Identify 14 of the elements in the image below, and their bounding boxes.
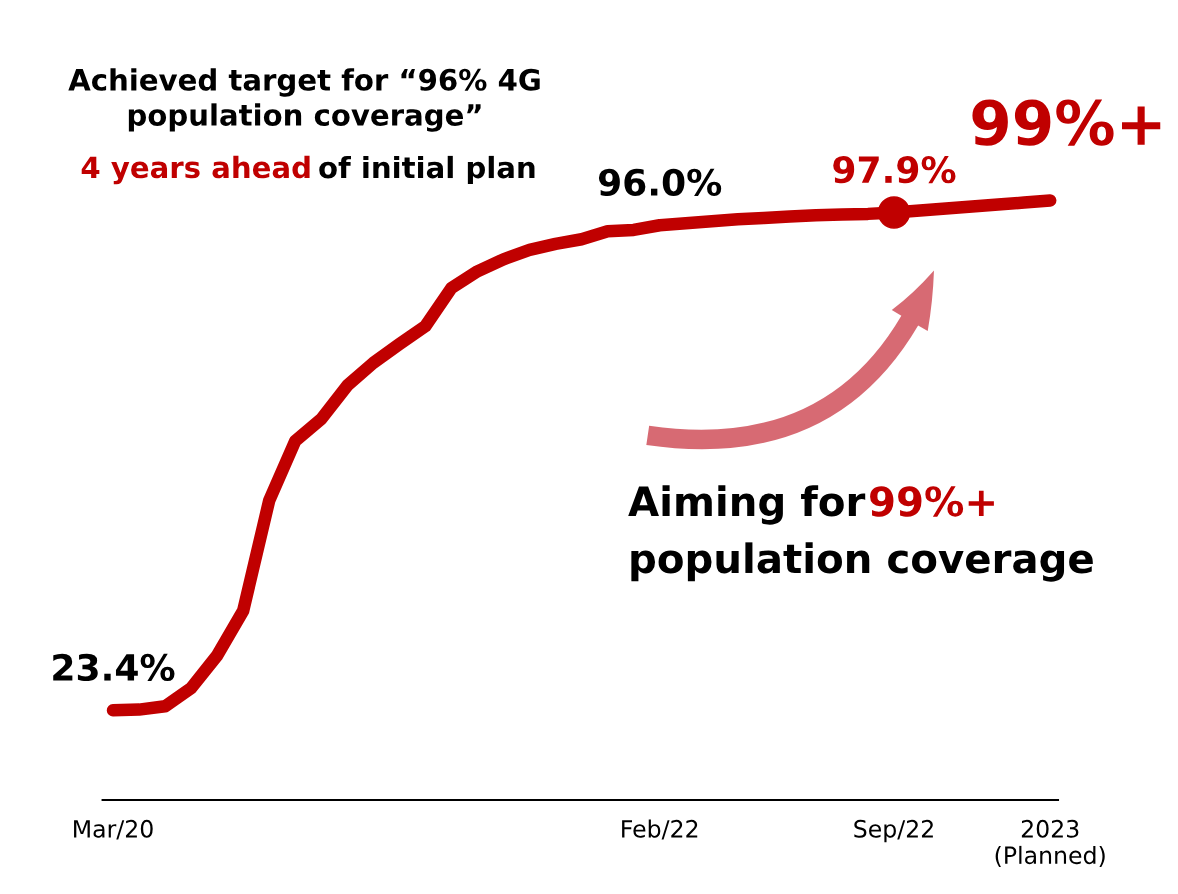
text: Achieved target for “96% 4G population coverage”: [68, 68, 540, 132]
data-label: 97.9%: [833, 156, 956, 184]
x-tick-label: Mar/20: [74, 819, 153, 840]
x-tick-label: 2023 (Planned): [995, 819, 1105, 867]
annotation: 99%+: [870, 486, 994, 517]
data-label: 23.4%: [53, 653, 175, 682]
text: 4 years ahead: [81, 155, 310, 185]
x-tick-label: Sep/22: [854, 819, 933, 843]
annotation: population coverage: [631, 542, 1093, 582]
text: 99%+: [972, 99, 1161, 146]
x-tick-label: Feb/22: [622, 819, 698, 840]
annotation: Aiming for: [628, 485, 866, 525]
data-label: 96.0%: [598, 168, 722, 197]
text: of initial plan: [319, 155, 535, 185]
